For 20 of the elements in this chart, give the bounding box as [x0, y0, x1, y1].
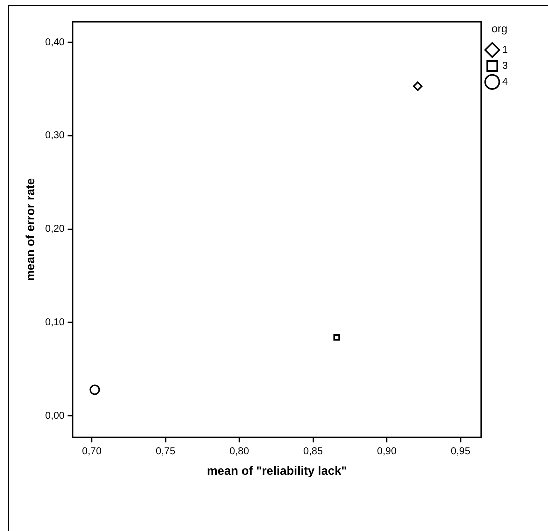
x-tick-label: 0,75 [156, 446, 176, 458]
y-axis-title: mean of error rate [24, 178, 38, 282]
point [90, 384, 100, 396]
x-axis-title: mean of "reliability lack" [207, 464, 348, 478]
legend-label: 3 [502, 60, 508, 72]
legend-title: org [492, 24, 508, 36]
x-tick-label: 0,90 [377, 446, 398, 458]
x-tick-label: 0,80 [230, 446, 250, 458]
y-tick-label: 0,10 [45, 317, 66, 328]
y-tick-label: 0,30 [45, 130, 66, 142]
x-tick-label: 0,70 [82, 446, 102, 458]
legend-label: 4 [502, 76, 508, 88]
y-tick-label: 0,20 [45, 224, 66, 236]
x-tick-label: 0,95 [451, 446, 471, 458]
point [413, 82, 423, 92]
y-tick-label: 0,40 [45, 37, 66, 48]
point [334, 334, 340, 341]
y-tick-label: 0,00 [45, 410, 66, 422]
legend-label: 1 [502, 44, 508, 56]
x-tick-label: 0,85 [304, 446, 324, 458]
